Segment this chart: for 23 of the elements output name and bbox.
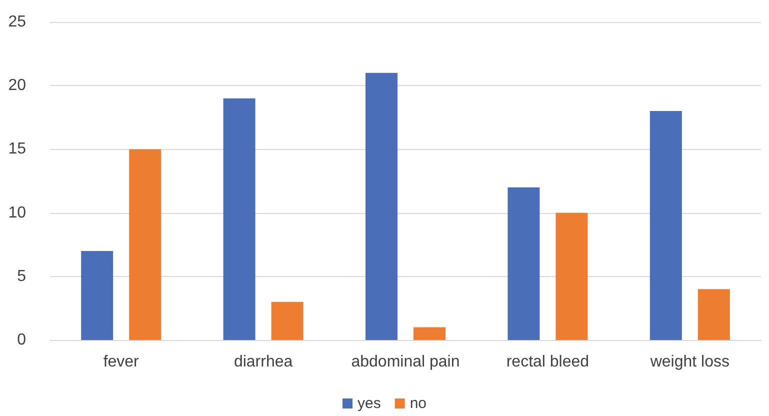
y-tick-label: 25 [8,14,26,30]
y-tick-label: 15 [8,140,26,158]
bar [414,327,446,340]
legend-label: no [410,395,427,412]
y-tick-label: 10 [8,204,26,222]
x-tick-label: abdominal pain [351,354,460,370]
bar [81,250,114,340]
y-tick-label: 20 [8,77,26,94]
bar [366,72,398,340]
bar [508,187,540,340]
bar [223,98,256,340]
bar [271,302,304,340]
bar [556,212,588,340]
x-tick-label: fever [103,354,140,370]
x-tick-label: diarrhea [234,354,293,370]
bar [698,289,730,340]
x-tick-label: weight loss [649,354,730,370]
legend-label: yes [357,395,381,412]
bar [650,111,682,340]
y-tick-label: 5 [17,268,26,285]
bar [129,149,162,340]
y-tick-label: 0 [17,332,26,348]
x-tick-label: rectal bleed [506,354,590,370]
